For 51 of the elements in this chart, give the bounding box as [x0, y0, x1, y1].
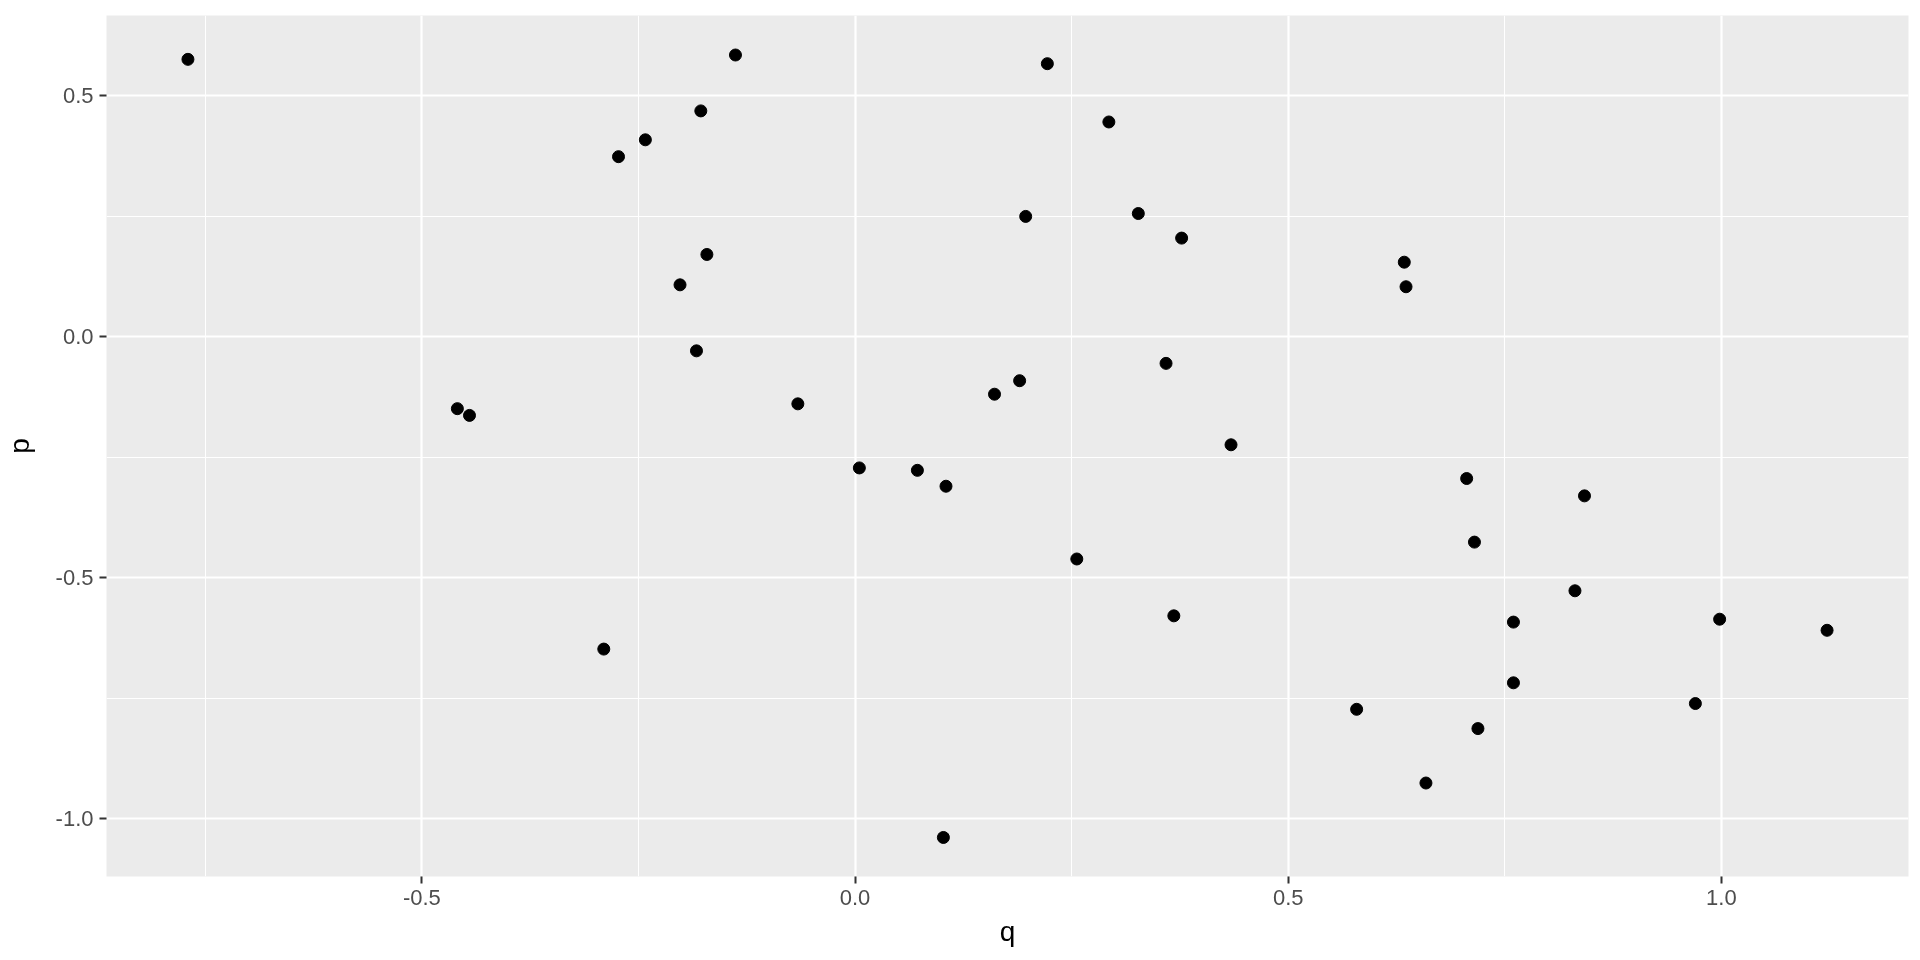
point — [1688, 697, 1702, 711]
point — [1820, 623, 1834, 637]
point — [463, 408, 476, 422]
point — [1019, 209, 1033, 223]
point — [700, 247, 714, 261]
point — [1568, 584, 1582, 598]
point — [1467, 535, 1481, 549]
point — [936, 830, 950, 844]
point — [638, 133, 652, 147]
x-tick-label: 1.0 — [1706, 884, 1737, 910]
point — [1419, 776, 1433, 790]
x-tick-label: -0.5 — [402, 884, 441, 910]
point — [1506, 615, 1520, 629]
point — [1131, 207, 1145, 221]
point — [1460, 472, 1474, 486]
point — [694, 104, 708, 118]
point — [689, 344, 703, 358]
point — [1175, 231, 1189, 245]
point — [1224, 438, 1238, 452]
point — [1506, 676, 1520, 690]
point — [612, 150, 626, 164]
point — [988, 387, 1001, 401]
point — [852, 461, 866, 475]
point — [450, 402, 464, 416]
y-axis-title: p — [3, 438, 35, 454]
point — [1471, 722, 1485, 736]
point — [1397, 255, 1411, 269]
y-tick-label: -0.5 — [55, 565, 94, 591]
y-tick-label: 0.5 — [62, 83, 94, 109]
point — [910, 463, 924, 477]
x-tick-label: 0.5 — [1272, 884, 1304, 910]
point — [1577, 489, 1591, 503]
point — [673, 278, 687, 292]
point — [1013, 374, 1027, 388]
point — [1102, 115, 1116, 129]
point — [1713, 612, 1727, 626]
point — [597, 642, 611, 656]
point — [939, 479, 953, 493]
point — [1070, 552, 1084, 566]
y-tick-label: 0.0 — [62, 324, 94, 350]
point — [1159, 356, 1173, 370]
x-tick-label: 0.0 — [839, 884, 871, 910]
point — [1399, 280, 1413, 294]
point — [181, 52, 195, 66]
point — [791, 397, 805, 411]
point — [1167, 609, 1181, 623]
y-tick-label: -1.0 — [55, 806, 94, 832]
point — [1350, 702, 1364, 716]
point — [1040, 57, 1054, 71]
x-axis-title: q — [999, 915, 1016, 947]
point — [728, 48, 742, 62]
